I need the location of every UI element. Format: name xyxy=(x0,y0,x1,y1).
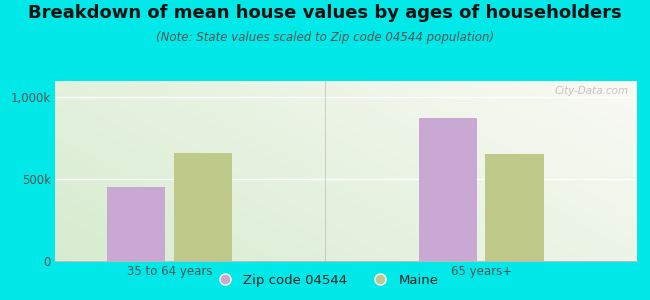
Bar xyxy=(486,154,543,261)
Legend: Zip code 04544, Maine: Zip code 04544, Maine xyxy=(206,268,444,292)
Bar xyxy=(419,118,477,261)
Bar xyxy=(174,153,232,261)
Bar xyxy=(107,188,165,261)
Text: Breakdown of mean house values by ages of householders: Breakdown of mean house values by ages o… xyxy=(28,4,622,22)
Text: City-Data.com: City-Data.com xyxy=(554,86,629,96)
Text: (Note: State values scaled to Zip code 04544 population): (Note: State values scaled to Zip code 0… xyxy=(156,32,494,44)
